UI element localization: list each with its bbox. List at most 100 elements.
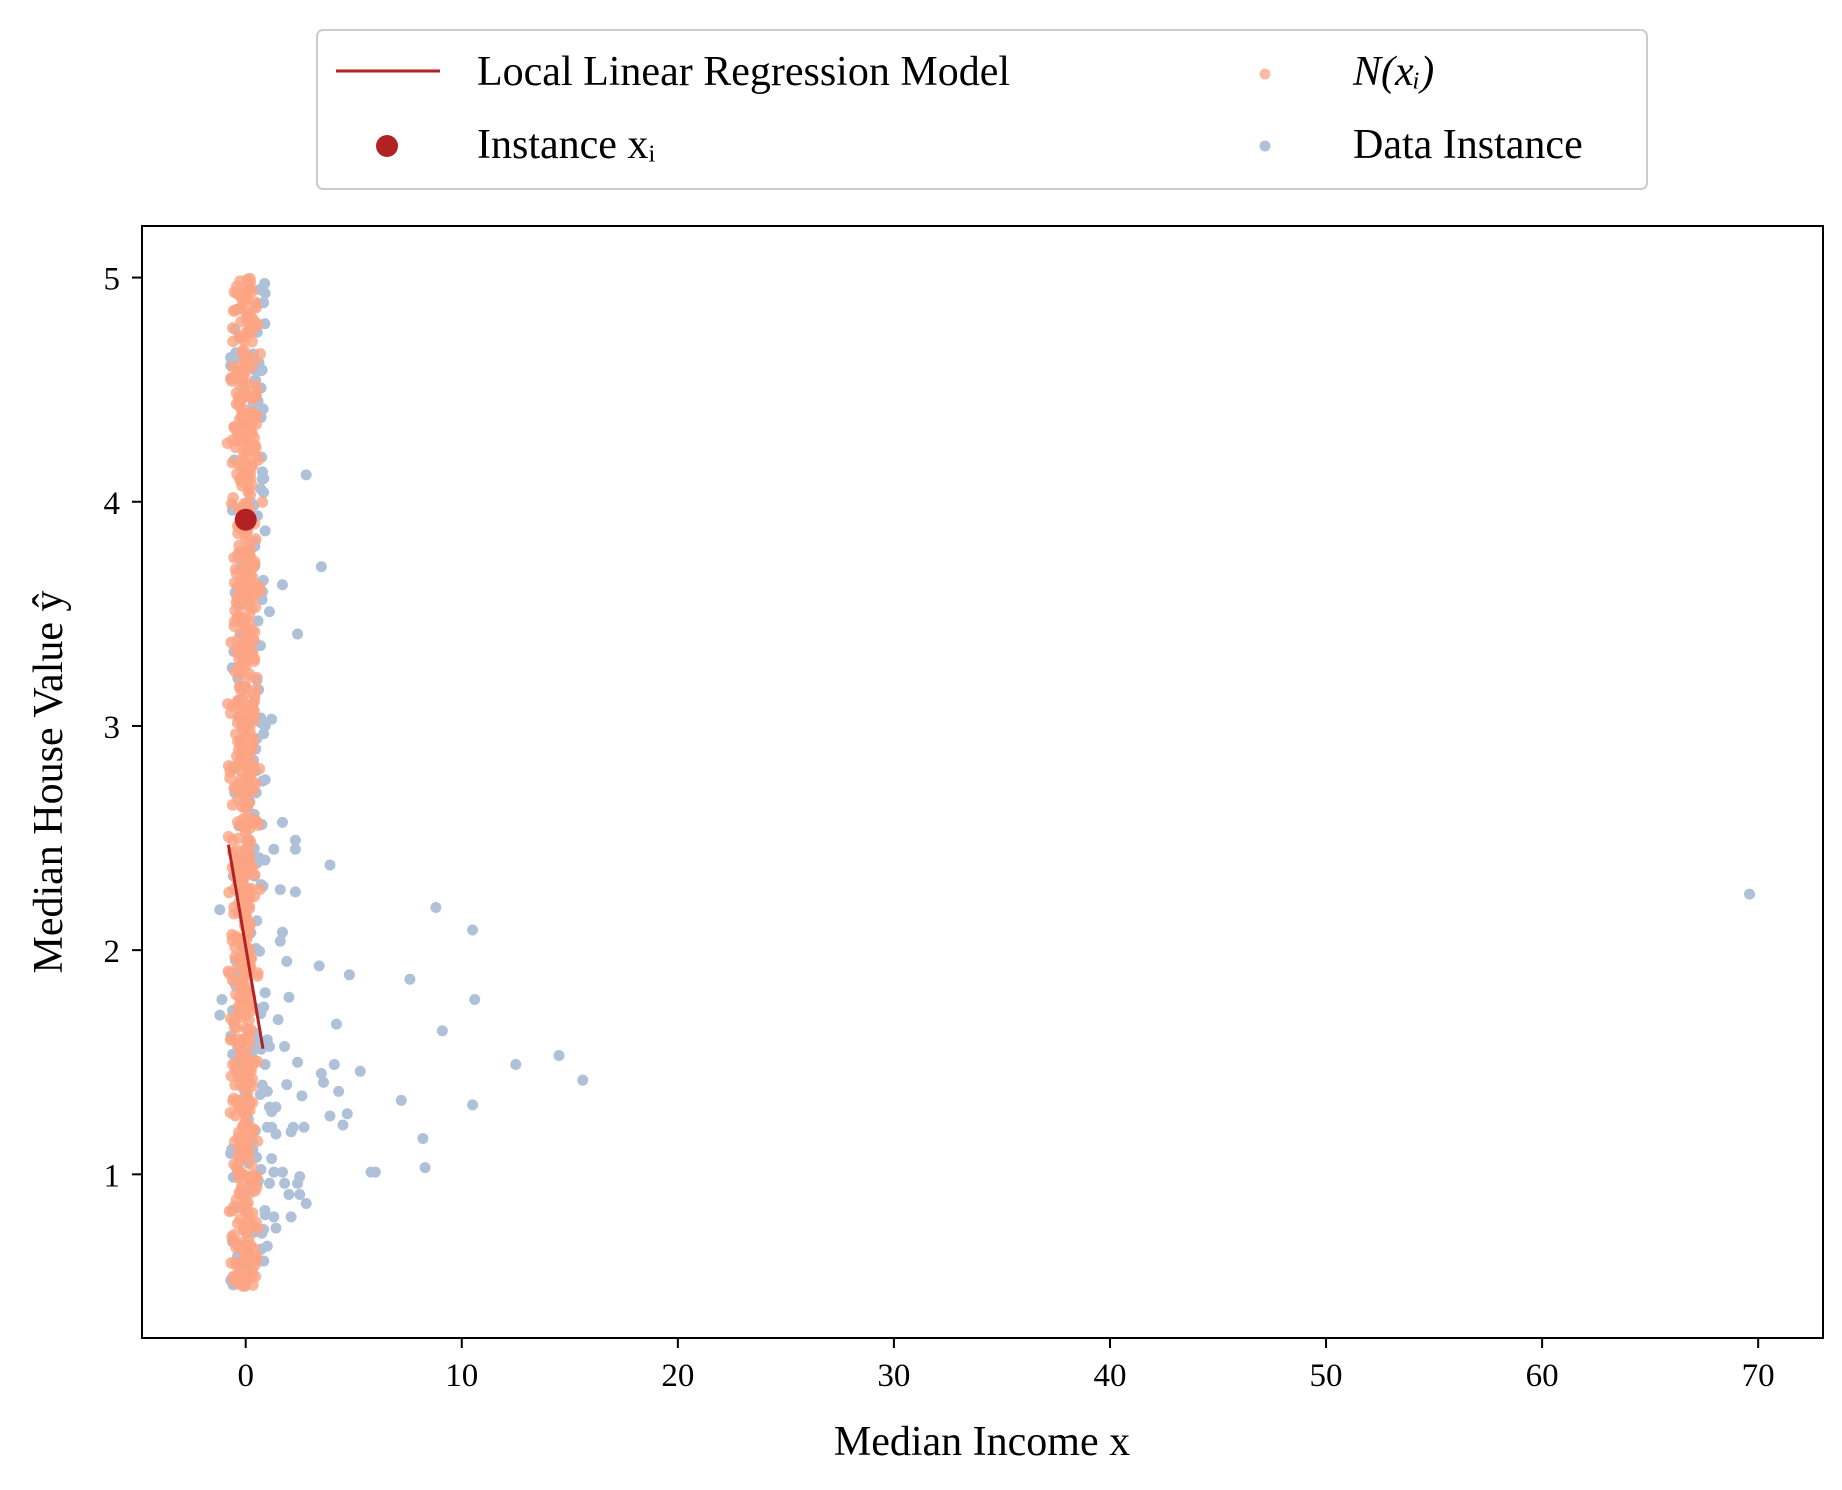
data-instance-point	[281, 1079, 293, 1091]
legend-label-instance: Instance xᵢ	[477, 122, 655, 168]
neighborhood-point	[230, 1241, 242, 1254]
data-instance-point	[283, 991, 295, 1003]
data-instance-point	[256, 473, 268, 485]
data-instance-point	[292, 1056, 304, 1068]
data-instance-point	[577, 1074, 589, 1086]
data-instance-point	[253, 852, 265, 864]
y-axis-ticks: 1 2 3 4 5	[104, 262, 142, 1194]
neighborhood-point	[246, 285, 258, 298]
y-tick-label: 1	[104, 1158, 121, 1194]
data-instance-point	[395, 1094, 407, 1106]
neighborhood-point	[252, 318, 264, 331]
data-instance-point	[274, 935, 286, 947]
data-instance-point	[261, 1121, 273, 1133]
data-instance-point	[272, 1014, 284, 1026]
neighborhood-point	[247, 634, 260, 647]
x-tick-label: 30	[877, 1358, 910, 1394]
neighborhood-point	[236, 364, 249, 377]
neighborhood-point	[243, 562, 255, 574]
neighborhood-point	[246, 571, 259, 584]
data-instance-point	[354, 1065, 366, 1077]
neighborhood-point	[235, 1006, 248, 1019]
neighborhood-point	[223, 967, 236, 980]
data-instance-point	[315, 1067, 327, 1079]
neighborhood-point	[230, 567, 243, 580]
neighborhood-point	[248, 688, 260, 701]
data-instance-point	[317, 1076, 329, 1088]
neighborhood-point	[231, 1097, 244, 1109]
neighborhood-point	[243, 885, 256, 898]
neighborhood-point	[235, 1138, 248, 1151]
data-instance-points	[214, 277, 1756, 1291]
neighborhood-point	[233, 1187, 245, 1199]
neighborhood-point	[230, 398, 243, 410]
data-instance-point	[324, 1110, 336, 1122]
data-instance-point	[276, 926, 288, 938]
plot-area: 0 10 20 30 40 50 60 70 1 2 3 4 5	[104, 225, 1824, 1394]
neighborhood-point	[251, 409, 263, 422]
data-instance-point	[313, 960, 325, 972]
neighborhood-point	[235, 990, 248, 1002]
data-instance-point	[276, 579, 288, 591]
neighborhood-point	[231, 816, 244, 828]
x-tick-label: 0	[237, 1358, 254, 1394]
neighborhood-point	[226, 1033, 238, 1045]
neighborhood-point	[239, 355, 252, 367]
data-instance-point	[266, 1153, 278, 1165]
neighborhood-point	[239, 971, 251, 983]
data-instance-point	[270, 1222, 282, 1234]
data-instance-point	[214, 1009, 226, 1021]
legend-label-neighborhood: N(xᵢ)	[1352, 49, 1434, 95]
data-instance-point	[261, 1034, 273, 1046]
data-instance-point	[315, 561, 327, 573]
neighborhood-point	[240, 1022, 252, 1035]
data-instance-point	[279, 1041, 291, 1053]
neighborhood-point	[252, 967, 264, 979]
data-instance-point	[268, 1211, 280, 1223]
data-instance-point	[258, 728, 270, 740]
neighborhood-point	[239, 635, 251, 647]
neighborhood-point	[228, 1021, 241, 1033]
neighborhood-point	[226, 434, 239, 447]
instance-point-group	[234, 508, 257, 531]
neighborhood-point	[235, 685, 248, 697]
data-instance-point	[337, 1119, 349, 1131]
data-instance-point	[1744, 888, 1756, 900]
legend-label-regression: Local Linear Regression Model	[477, 49, 1010, 95]
data-instance-point	[436, 1025, 448, 1037]
neighborhood-point	[241, 783, 254, 796]
neighborhood-point	[239, 1280, 251, 1292]
neighborhood-point	[241, 1227, 253, 1239]
data-instance-point	[289, 843, 301, 855]
neighborhood-point	[243, 866, 256, 878]
neighborhood-point	[239, 649, 252, 662]
data-instance-point	[256, 1079, 268, 1091]
neighborhood-point	[254, 883, 266, 896]
neighborhood-point	[224, 707, 237, 719]
data-instance-point	[268, 1166, 280, 1178]
neighborhood-point	[238, 660, 250, 672]
data-instance-point	[300, 1197, 312, 1209]
neighborhood-point	[249, 533, 262, 545]
y-tick-label: 5	[104, 262, 121, 298]
data-instance-point	[404, 973, 416, 985]
neighborhood-point	[245, 768, 257, 781]
data-instance-point	[333, 1085, 345, 1097]
neighborhood-point	[232, 1070, 245, 1082]
data-instance-point	[276, 1166, 288, 1178]
data-instance-point	[419, 1162, 431, 1174]
neighborhood-point	[238, 1256, 250, 1269]
neighborhood-point	[243, 546, 256, 558]
neighborhood-point	[229, 304, 241, 317]
neighborhood-point	[237, 1060, 250, 1073]
neighborhood-point	[226, 1204, 239, 1217]
neighborhood-point	[233, 459, 246, 471]
data-instance-point	[417, 1132, 429, 1144]
neighborhood-point	[232, 951, 245, 964]
neighborhood-point	[249, 1258, 262, 1271]
x-axis-ticks: 0 10 20 30 40 50 60 70	[237, 1338, 1775, 1394]
y-tick-label: 3	[104, 710, 121, 746]
neighborhood-point	[232, 591, 245, 604]
neighborhood-point	[241, 1087, 254, 1099]
